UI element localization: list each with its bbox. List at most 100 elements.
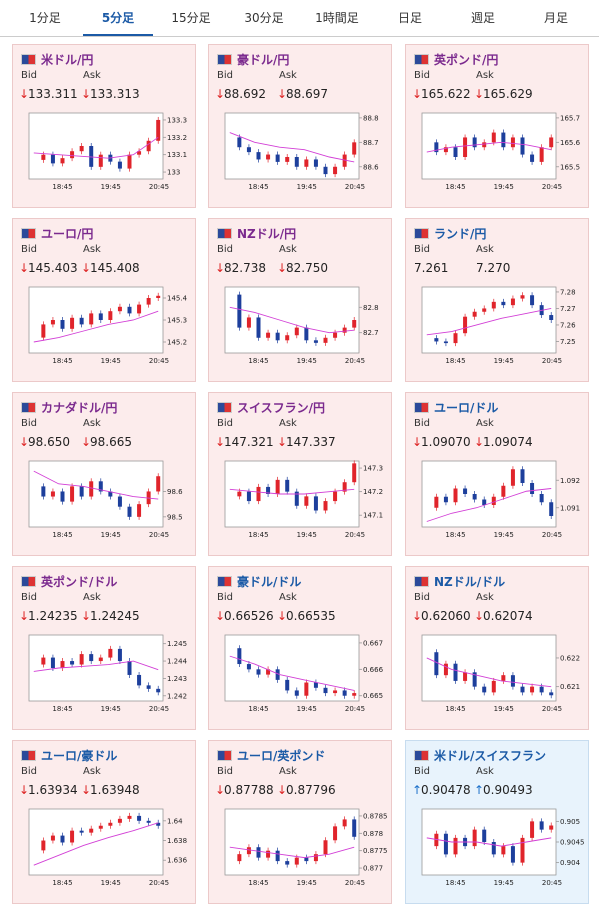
tab[interactable]: 30分足 (244, 11, 284, 25)
tab[interactable]: 週足 (470, 11, 495, 25)
pair-title[interactable]: ユーロ/円 (41, 227, 94, 241)
tab[interactable]: 日足 (397, 11, 422, 25)
pair-title[interactable]: NZドル/ドル (434, 575, 506, 589)
candle (98, 825, 103, 829)
candle (482, 308, 487, 312)
tab[interactable]: 月足 (543, 11, 568, 25)
candle (246, 491, 251, 502)
x-tick-label: 20:45 (149, 705, 169, 713)
pair-title[interactable]: ユーロ/ドル (434, 401, 499, 415)
ask-label: Ask (476, 418, 494, 429)
bid-value: 133.311 (28, 87, 78, 101)
candle (127, 506, 132, 517)
candle (146, 685, 151, 689)
y-tick-label: 165.6 (560, 139, 581, 147)
candle (156, 119, 161, 141)
plot-area (224, 286, 360, 354)
pair-title[interactable]: 英ポンド/ドル (41, 575, 118, 589)
plot-area (224, 634, 360, 702)
bid-label: Bid (414, 70, 430, 81)
candle (539, 686, 544, 693)
candle (246, 147, 251, 153)
pair-title[interactable]: スイスフラン/円 (237, 401, 326, 415)
rate-card[interactable]: 米ドル/円 Bid Ask ↓ ↓ 133.311 133.313 133.3 133.2 133… (12, 44, 196, 208)
candle (137, 504, 142, 517)
candle (520, 686, 525, 693)
ask-arrow: ↓ (81, 87, 92, 101)
rate-card[interactable]: 豪ドル/円 Bid Ask ↓ ↓ 88.692 88.697 88.8 88.7 88.6 18:… (208, 44, 392, 208)
candle (246, 664, 251, 670)
rate-card[interactable]: 米ドル/スイスフラン Bid Ask ↑ ↑ 0.90478 0.90493 0.905 0.9… (405, 740, 589, 904)
candle (434, 496, 439, 508)
bid-label: Bid (217, 766, 233, 777)
candle (127, 661, 132, 675)
candle (256, 669, 261, 675)
ask-value: 165.629 (483, 87, 533, 101)
rate-card[interactable]: 英ポンド/ドル Bid Ask ↓ ↓ 1.24235 1.24245 1.245 1.244 1… (12, 566, 196, 730)
rate-card[interactable]: ユーロ/豪ドル Bid Ask ↓ ↓ 1.63934 1.63948 1.64 1.638 1.… (12, 740, 196, 904)
tab[interactable]: 15分足 (171, 11, 211, 25)
candle (323, 501, 328, 511)
candle (530, 154, 535, 162)
rate-card[interactable]: NZドル/円 Bid Ask ↓ ↓ 82.738 82.750 82.8 82.7 18:45 1… (208, 218, 392, 382)
candle (285, 861, 290, 865)
candle (530, 686, 535, 693)
pair-title[interactable]: ユーロ/英ポンド (237, 749, 326, 763)
candle (510, 846, 515, 863)
candle (549, 137, 554, 148)
pair-title[interactable]: カナダドル/円 (41, 401, 118, 415)
x-tick-label: 20:45 (542, 357, 562, 365)
rate-card[interactable]: NZドル/ドル Bid Ask ↓ ↓ 0.62060 0.62074 0.622 0.621 1… (405, 566, 589, 730)
rate-card[interactable]: ユーロ/ドル Bid Ask ↓ ↓ 1.09070 1.09074 1.092 1.091 18… (405, 392, 589, 556)
bid-arrow: ↓ (215, 435, 226, 449)
x-tick-label: 19:45 (297, 531, 317, 539)
pair-title[interactable]: 英ポンド/円 (434, 53, 499, 67)
candle (453, 663, 458, 681)
candle (520, 469, 525, 483)
candle (333, 166, 338, 175)
pair-title[interactable]: 米ドル/円 (41, 53, 94, 67)
flag (21, 402, 36, 413)
candle (60, 320, 65, 329)
y-tick-label: 0.9045 (560, 839, 584, 847)
candle (89, 146, 94, 167)
pair-title[interactable]: 米ドル/スイスフラン (434, 749, 547, 763)
pair-title[interactable]: 豪ドル/ドル (237, 575, 302, 589)
flag (217, 228, 232, 239)
tab[interactable]: 5分足 (83, 0, 153, 36)
y-tick-label: 147.2 (363, 488, 383, 496)
candle (472, 494, 477, 500)
candle (453, 333, 458, 344)
x-tick-label: 20:45 (345, 357, 365, 365)
bid-label: Bid (21, 70, 37, 81)
tab[interactable]: 1分足 (29, 11, 61, 25)
ask-arrow: ↓ (81, 435, 92, 449)
y-tick-label: 98.6 (167, 488, 183, 496)
ask-label: Ask (83, 592, 101, 603)
rate-card[interactable]: 豪ドル/ドル Bid Ask ↓ ↓ 0.66526 0.66535 0.667 0.666 0.… (208, 566, 392, 730)
moving-average (229, 132, 355, 163)
bid-label: Bid (414, 418, 430, 429)
pair-title[interactable]: ユーロ/豪ドル (41, 749, 118, 763)
ask-label: Ask (279, 592, 297, 603)
pair-title[interactable]: 豪ドル/円 (237, 53, 290, 67)
rate-card[interactable]: ユーロ/英ポンド Bid Ask ↓ ↓ 0.87788 0.87796 0.8785 0.87… (208, 740, 392, 904)
rate-card[interactable]: カナダドル/円 Bid Ask ↓ ↓ 98.650 98.665 98.6 98.5 18:45… (12, 392, 196, 556)
rate-card[interactable]: スイスフラン/円 Bid Ask ↓ ↓ 147.321 147.337 147.3 147.2… (208, 392, 392, 556)
candle (117, 818, 122, 823)
rate-card[interactable]: ユーロ/円 Bid Ask ↓ ↓ 145.403 145.408 145.4 145.3 145… (12, 218, 196, 382)
moving-average (33, 470, 159, 500)
candle (491, 132, 496, 143)
y-tick-label: 0.621 (560, 683, 580, 691)
candle (520, 137, 525, 155)
ask-arrow: ↓ (277, 783, 288, 797)
rate-card[interactable]: 英ポンド/円 Bid Ask ↓ ↓ 165.622 165.629 165.7 165.6 16… (405, 44, 589, 208)
tab[interactable]: 1時間足 (315, 11, 359, 25)
pair-title[interactable]: NZドル/円 (237, 227, 297, 241)
candle (41, 324, 46, 338)
x-tick-label: 18:45 (52, 705, 72, 713)
bid-arrow: ↑ (412, 783, 423, 797)
candle (549, 502, 554, 516)
pair-title[interactable]: ランド/円 (434, 227, 487, 241)
rate-card[interactable]: ランド/円 Bid Ask 7.261 7.270 7.28 7.27 7.26 7.25 18:… (405, 218, 589, 382)
